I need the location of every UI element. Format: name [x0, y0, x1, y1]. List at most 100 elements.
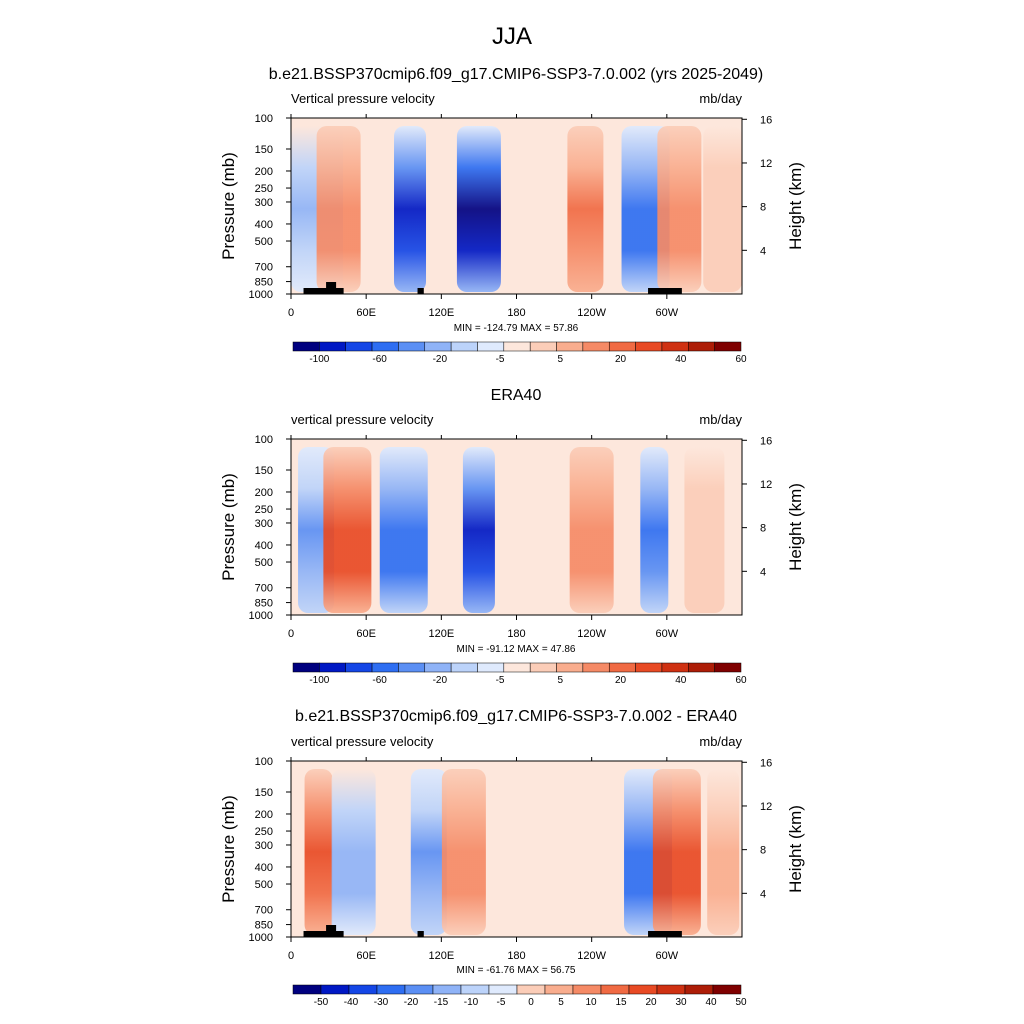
- colorbar-box: [371, 341, 399, 352]
- colorbar-label: -5: [497, 997, 506, 1008]
- colorbar-box: [398, 341, 426, 352]
- data-feature-descent: [316, 126, 361, 292]
- panel-units: mb/day: [699, 412, 742, 427]
- y-tick-label: 100: [255, 756, 273, 768]
- panel-left-label: vertical pressure velocity: [291, 734, 434, 749]
- colorbar-box: [529, 341, 557, 352]
- y-right-tick-label: 4: [760, 566, 766, 578]
- panel-units: mb/day: [699, 734, 742, 749]
- colorbar-box: [688, 341, 715, 352]
- y-tick-label: 100: [255, 113, 273, 125]
- y-axis-label: Pressure (mb): [219, 152, 238, 260]
- y-tick-label: 300: [255, 518, 273, 530]
- y-tick-label: 500: [255, 236, 273, 248]
- colorbar-box: [582, 662, 610, 673]
- y-tick-label: 700: [255, 583, 273, 595]
- colorbar-label: 20: [615, 675, 627, 686]
- colorbar-label: -30: [374, 997, 389, 1008]
- y-right-tick-label: 16: [760, 757, 772, 769]
- colorbar-box: [582, 341, 610, 352]
- x-tick-label: 180: [507, 307, 525, 319]
- colorbar-label: 5: [558, 675, 564, 686]
- y-right-tick-label: 8: [760, 202, 766, 214]
- colorbar-label: -15: [434, 997, 449, 1008]
- x-tick-label: 60E: [356, 950, 376, 962]
- colorbar-box: [371, 662, 399, 673]
- colorbar-box: [292, 341, 320, 352]
- y-tick-label: 850: [255, 598, 273, 610]
- data-feature-ascent: [394, 126, 427, 292]
- y-right-tick-label: 8: [760, 845, 766, 857]
- colorbar-label: 5: [558, 354, 564, 365]
- colorbar-label: 60: [735, 354, 747, 365]
- colorbar-box: [376, 984, 406, 995]
- data-feature-descent: [707, 769, 740, 935]
- colorbar-box: [424, 662, 452, 673]
- panel-title: ERA40: [491, 387, 542, 404]
- colorbar-box: [477, 341, 505, 352]
- data-feature-ascent: [456, 126, 501, 292]
- y-tick-label: 400: [255, 219, 273, 231]
- data-feature-ascent: [331, 769, 376, 935]
- colorbar-label: 40: [705, 997, 717, 1008]
- topography-mask: [417, 288, 424, 294]
- data-feature-descent: [652, 769, 701, 935]
- colorbar-label: -50: [314, 997, 329, 1008]
- colorbar-label: -5: [496, 675, 505, 686]
- colorbar-label: 40: [675, 675, 687, 686]
- colorbar-label: 15: [615, 997, 627, 1008]
- colorbar-label: -100: [309, 675, 329, 686]
- panel-diff: b.e21.BSSP370cmip6.f09_g17.CMIP6-SSP3-7.…: [219, 708, 805, 1008]
- colorbar-label: 10: [585, 997, 597, 1008]
- colorbar-box: [488, 984, 518, 995]
- colorbar-label: -5: [496, 354, 505, 365]
- panel-title: b.e21.BSSP370cmip6.f09_g17.CMIP6-SSP3-7.…: [269, 66, 764, 83]
- panel-left-label: vertical pressure velocity: [291, 412, 434, 427]
- data-feature-descent: [684, 447, 725, 613]
- colorbar-box: [432, 984, 462, 995]
- y-tick-label: 150: [255, 787, 273, 799]
- colorbar-box: [424, 341, 452, 352]
- data-feature-ascent: [462, 447, 495, 613]
- colorbar-box: [684, 984, 714, 995]
- colorbar-label: 20: [615, 354, 627, 365]
- colorbar-label: 20: [645, 997, 657, 1008]
- y-right-tick-label: 8: [760, 523, 766, 535]
- y-tick-label: 200: [255, 487, 273, 499]
- colorbar-box: [345, 341, 373, 352]
- x-tick-label: 0: [288, 628, 294, 640]
- y-right-tick-label: 12: [760, 801, 772, 813]
- colorbar-label: 5: [558, 997, 564, 1008]
- x-tick-label: 0: [288, 307, 294, 319]
- x-tick-label: 180: [507, 950, 525, 962]
- colorbar-label: -20: [404, 997, 419, 1008]
- topography-mask: [648, 931, 682, 937]
- colorbar-label: -10: [464, 997, 479, 1008]
- colorbar-label: 60: [735, 675, 747, 686]
- colorbar-box: [460, 984, 490, 995]
- colorbar-box: [404, 984, 434, 995]
- y-axis-right-label: Height (km): [786, 805, 805, 893]
- colorbar-label: -20: [433, 675, 448, 686]
- colorbar-box: [635, 341, 663, 352]
- colorbar-box: [503, 662, 531, 673]
- colorbar-box: [516, 984, 546, 995]
- x-tick-label: 120E: [428, 307, 454, 319]
- y-tick-label: 250: [255, 826, 273, 838]
- y-tick-label: 1000: [249, 610, 273, 622]
- colorbar-box: [345, 662, 373, 673]
- colorbar-box: [714, 662, 742, 673]
- colorbar-label: 30: [675, 997, 687, 1008]
- data-feature-descent: [323, 447, 372, 613]
- y-tick-label: 150: [255, 144, 273, 156]
- colorbar-box: [319, 662, 346, 673]
- data-feature-ascent: [410, 769, 447, 935]
- y-tick-label: 250: [255, 183, 273, 195]
- colorbar-box: [608, 341, 636, 352]
- colorbar-label: -60: [372, 675, 387, 686]
- data-feature-descent: [567, 126, 604, 292]
- data-feature-descent: [657, 126, 702, 292]
- min-max-stats: MIN = -124.79 MAX = 57.86: [454, 323, 579, 334]
- y-tick-label: 300: [255, 840, 273, 852]
- y-axis-right-label: Height (km): [786, 162, 805, 250]
